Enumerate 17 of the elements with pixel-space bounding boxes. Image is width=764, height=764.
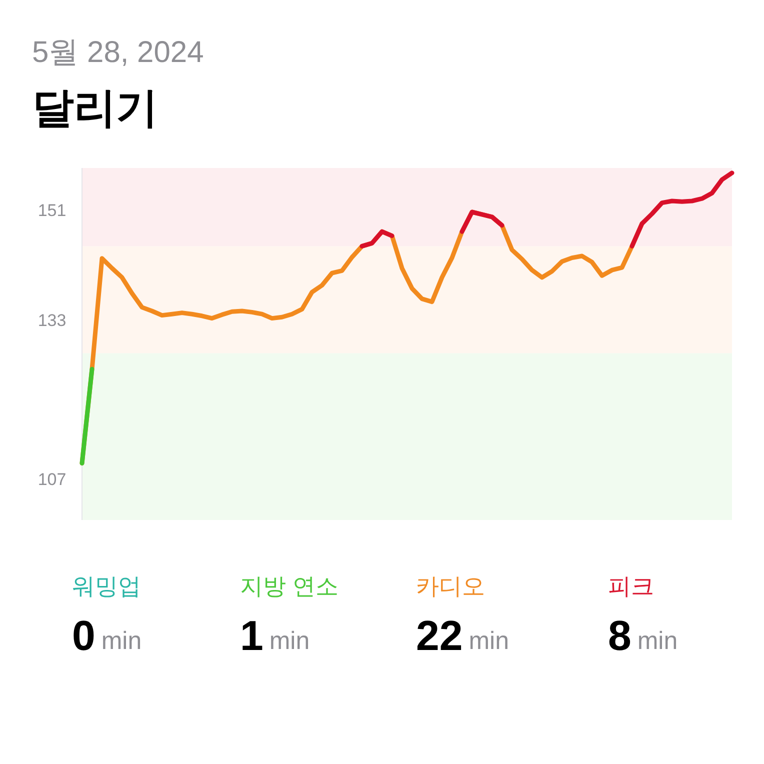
- category-label: 카디오: [416, 573, 485, 599]
- text: min: [468, 627, 510, 655]
- data-label: 8: [608, 612, 632, 659]
- data-label: 22: [416, 612, 463, 659]
- category-label: 워밍업: [72, 573, 141, 599]
- text: min: [637, 627, 678, 655]
- data-label: 1: [240, 612, 264, 659]
- y-tick-label: 151: [38, 201, 66, 220]
- category-label: 피크: [608, 573, 654, 599]
- text: min: [269, 627, 310, 655]
- y-tick-label: 133: [38, 311, 66, 330]
- data-label: 0: [72, 612, 96, 659]
- chart-subtitle: 5월 28, 2024: [32, 36, 204, 69]
- text: min: [101, 627, 142, 655]
- y-tick-label: 107: [38, 470, 66, 490]
- category-label: 지방 연소: [240, 573, 338, 599]
- chart-title: 달리기: [32, 84, 158, 131]
